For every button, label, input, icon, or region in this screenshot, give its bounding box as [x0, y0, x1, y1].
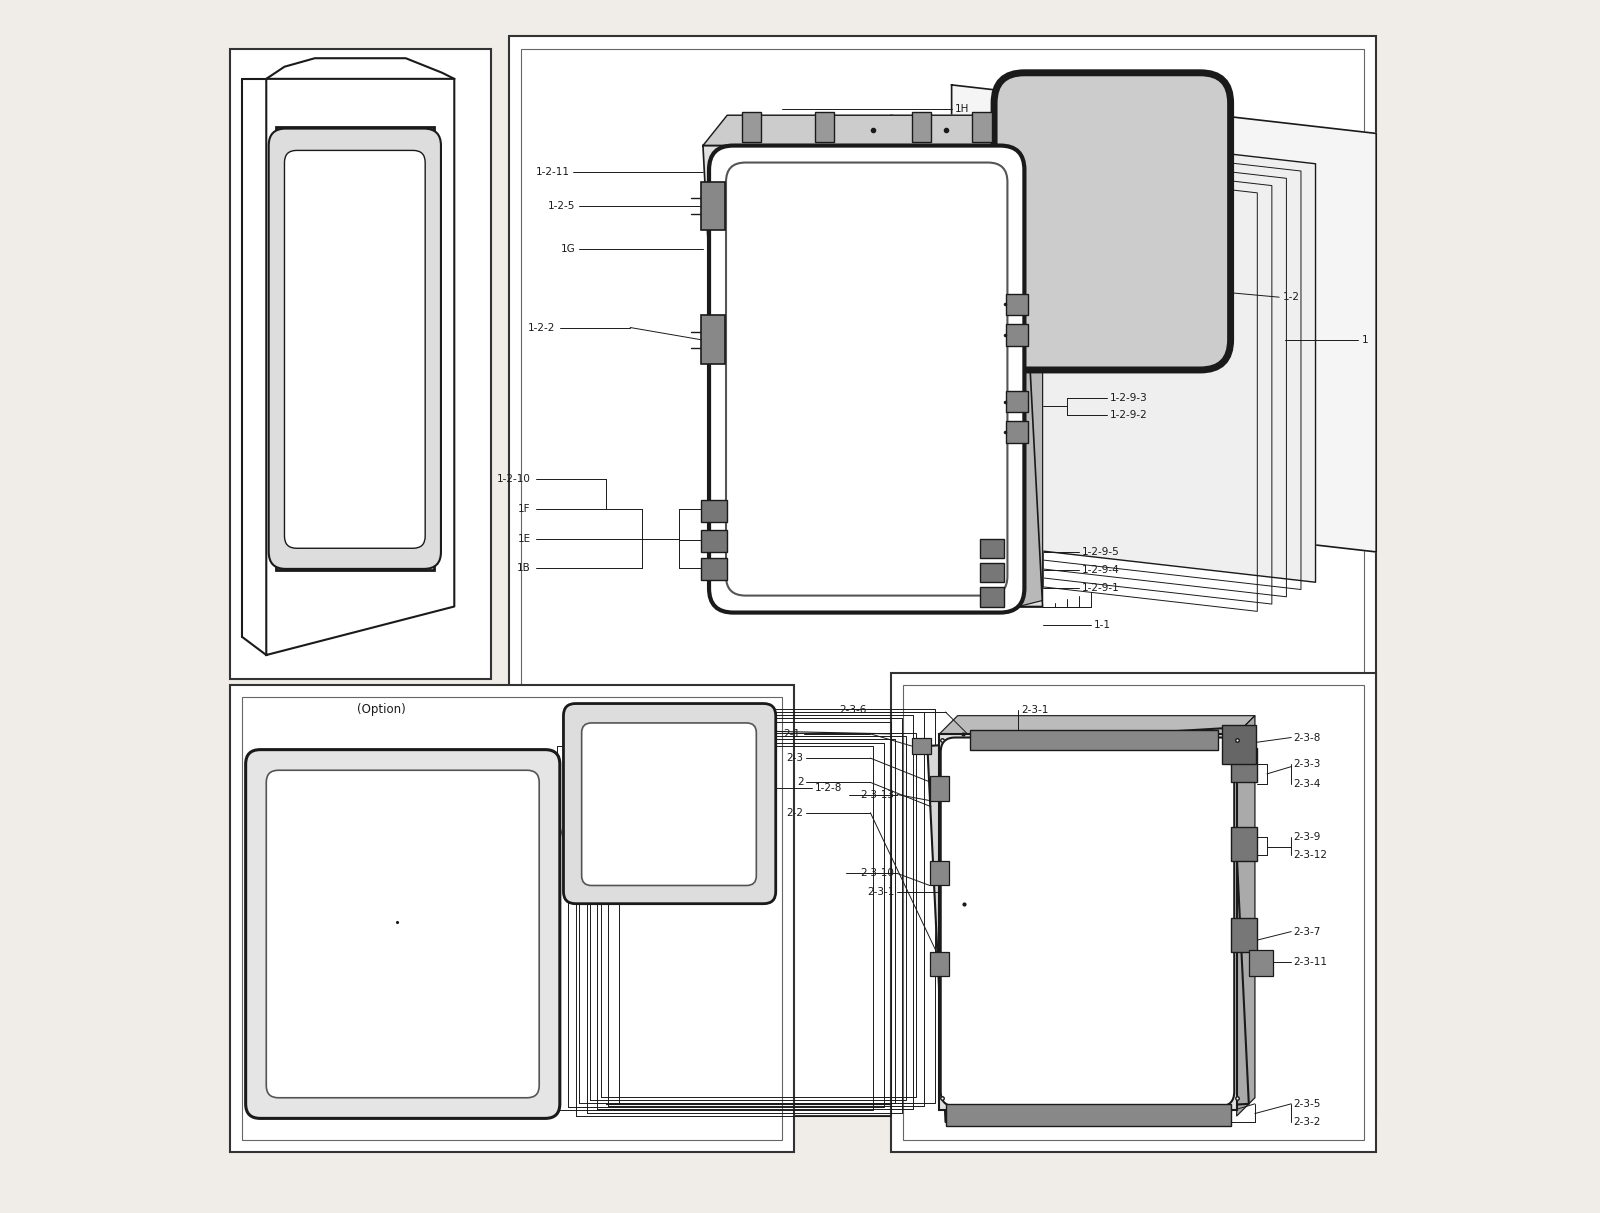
Text: 1I: 1I — [894, 123, 904, 132]
Text: 1G: 1G — [562, 244, 576, 254]
Bar — [1006, 324, 1029, 346]
Text: 2-3-7: 2-3-7 — [1294, 927, 1322, 936]
Text: 1-2-1: 1-2-1 — [1058, 92, 1086, 102]
Text: 1-1: 1-1 — [1093, 620, 1110, 630]
Bar — [902, 685, 1365, 1140]
Bar — [939, 734, 1237, 1110]
Bar — [701, 182, 725, 230]
Text: 2-2: 2-2 — [787, 808, 803, 818]
Text: 1B: 1B — [517, 563, 531, 573]
Bar — [275, 127, 434, 570]
Text: 2-3-11: 2-3-11 — [1294, 957, 1328, 967]
Text: 1-2: 1-2 — [1283, 292, 1299, 302]
Bar — [701, 500, 728, 522]
Polygon shape — [266, 79, 454, 655]
Text: 2-3-10: 2-3-10 — [861, 869, 894, 878]
Polygon shape — [702, 115, 1043, 146]
Bar — [973, 112, 992, 142]
Bar — [930, 952, 949, 976]
Bar — [230, 685, 794, 1152]
Text: 1-2-9-1: 1-2-9-1 — [1082, 583, 1118, 593]
Text: 2-3-2: 2-3-2 — [1294, 1117, 1322, 1127]
Text: 1-2-9-5: 1-2-9-5 — [1082, 547, 1118, 557]
Text: 1-2-9-3: 1-2-9-3 — [1109, 393, 1147, 403]
Bar — [930, 776, 949, 801]
Polygon shape — [1237, 716, 1254, 1116]
Text: 2-3-12: 2-3-12 — [1294, 850, 1328, 860]
Polygon shape — [939, 716, 1254, 734]
Text: 2-3-5: 2-3-5 — [1294, 1099, 1322, 1109]
Text: 2-3-1: 2-3-1 — [1021, 705, 1048, 714]
Bar — [242, 697, 782, 1140]
Bar — [701, 558, 728, 580]
Text: 1: 1 — [1362, 335, 1368, 344]
Bar — [1222, 725, 1256, 764]
Text: 1F: 1F — [518, 505, 531, 514]
Text: 2-3-13: 2-3-13 — [861, 790, 894, 799]
Text: 1-2-8-1: 1-2-8-1 — [486, 1020, 525, 1030]
Polygon shape — [952, 85, 1376, 552]
Text: 1-2-10-2: 1-2-10-2 — [1109, 313, 1154, 323]
Text: 1-2-11: 1-2-11 — [536, 167, 570, 177]
FancyBboxPatch shape — [266, 770, 539, 1098]
Text: 1-2-10-3: 1-2-10-3 — [1109, 296, 1154, 306]
Bar — [1006, 421, 1029, 443]
Text: 2-3-9: 2-3-9 — [1294, 832, 1322, 842]
Bar — [701, 530, 728, 552]
Polygon shape — [891, 115, 1315, 582]
Text: 1H: 1H — [955, 104, 970, 114]
Text: (Option): (Option) — [357, 704, 406, 716]
Polygon shape — [702, 146, 1043, 606]
Bar — [930, 861, 949, 885]
FancyBboxPatch shape — [246, 750, 560, 1118]
Bar — [1006, 391, 1029, 412]
Text: 2-1: 2-1 — [782, 729, 800, 739]
Polygon shape — [928, 728, 1250, 1122]
Text: 2-3-8: 2-3-8 — [1294, 733, 1322, 742]
Bar — [701, 315, 725, 364]
Text: 1-2-10: 1-2-10 — [498, 474, 531, 484]
Bar — [1006, 294, 1029, 315]
Text: 1-2-7: 1-2-7 — [1014, 131, 1042, 141]
FancyBboxPatch shape — [582, 723, 757, 885]
Text: 1-2-8: 1-2-8 — [814, 784, 842, 793]
Text: 1-2-9: 1-2-9 — [840, 535, 867, 545]
FancyBboxPatch shape — [994, 73, 1230, 370]
FancyBboxPatch shape — [563, 704, 776, 904]
Text: 2-3: 2-3 — [787, 753, 803, 763]
Bar — [814, 112, 834, 142]
Bar — [522, 49, 1365, 1104]
FancyBboxPatch shape — [269, 129, 442, 569]
FancyBboxPatch shape — [285, 150, 426, 548]
Text: 1-2-5: 1-2-5 — [549, 201, 576, 211]
Text: 1-2-9-2: 1-2-9-2 — [1109, 410, 1147, 420]
Bar — [912, 112, 931, 142]
Text: 2: 2 — [797, 778, 803, 787]
Text: 1E: 1E — [517, 534, 531, 543]
Text: 2-3-6: 2-3-6 — [840, 705, 867, 714]
Text: 1-2-9-4: 1-2-9-4 — [1082, 565, 1118, 575]
Bar — [1230, 918, 1258, 952]
Bar — [912, 738, 931, 754]
Bar — [970, 730, 1219, 750]
Bar — [509, 36, 1376, 1116]
Text: 2-3-4: 2-3-4 — [1294, 779, 1322, 788]
FancyBboxPatch shape — [709, 146, 1024, 613]
Text: 1-2-2: 1-2-2 — [528, 323, 555, 332]
Bar — [979, 539, 1003, 558]
Bar — [891, 673, 1376, 1152]
Bar — [1230, 827, 1258, 861]
Text: 2-3-3: 2-3-3 — [1294, 759, 1322, 769]
Bar — [979, 587, 1003, 606]
Bar — [1230, 748, 1258, 782]
Bar — [742, 112, 762, 142]
Bar — [1250, 950, 1274, 976]
Bar — [979, 563, 1003, 582]
Polygon shape — [1018, 115, 1043, 606]
FancyBboxPatch shape — [941, 738, 1234, 1106]
Bar — [946, 1104, 1230, 1126]
Text: 2-3-1: 2-3-1 — [867, 887, 894, 896]
Bar — [230, 49, 491, 679]
